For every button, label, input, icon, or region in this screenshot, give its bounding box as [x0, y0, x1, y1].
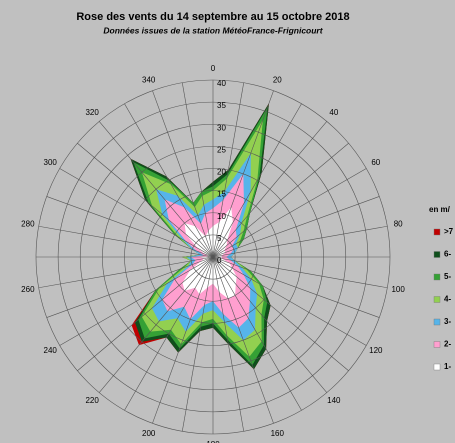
legend-label: 4- — [444, 295, 451, 304]
r-tick-label: 20 — [217, 168, 226, 177]
spoke — [124, 256, 214, 411]
angle-label: 320 — [85, 108, 99, 117]
angle-label: 140 — [327, 396, 341, 405]
angle-label: 160 — [271, 429, 285, 438]
spoke — [38, 225, 214, 258]
angle-label: 120 — [369, 346, 383, 355]
spoke — [152, 90, 214, 258]
legend-swatch — [433, 363, 441, 371]
spoke — [46, 196, 214, 258]
spoke — [59, 168, 214, 258]
spoke — [98, 121, 214, 258]
spoke — [212, 256, 367, 346]
angle-label: 200 — [142, 429, 156, 438]
spoke — [152, 256, 214, 424]
spoke — [212, 256, 380, 318]
r-tick-label: 5 — [217, 234, 222, 243]
spoke — [212, 256, 302, 411]
spoke — [212, 82, 245, 258]
legend-swatch — [433, 296, 441, 303]
spoke — [59, 256, 214, 346]
angle-label: 220 — [85, 396, 99, 405]
legend-label: 6- — [444, 250, 451, 259]
spoke — [212, 90, 274, 258]
spoke — [212, 256, 274, 424]
angle-label: 340 — [142, 75, 156, 84]
angle-label: 80 — [394, 219, 403, 228]
angle-label: 180 — [206, 440, 220, 443]
legend-title: en m/ — [429, 205, 451, 214]
legend-label: 2- — [444, 340, 451, 349]
spoke — [212, 256, 328, 393]
angle-label: 300 — [44, 158, 58, 167]
spoke — [212, 121, 328, 258]
legend-label: 1- — [444, 362, 451, 371]
r-tick-label: 25 — [217, 145, 226, 154]
angle-label: 0 — [211, 64, 216, 73]
angle-label: 20 — [273, 75, 282, 84]
angle-label: 40 — [329, 108, 338, 117]
r-tick-label: 30 — [217, 123, 226, 132]
r-tick-label: 10 — [217, 212, 226, 221]
legend-swatch — [433, 318, 441, 326]
r-tick-label: 0 — [217, 256, 222, 265]
spoke — [212, 196, 380, 258]
legend-swatch — [433, 228, 441, 236]
spoke — [77, 142, 214, 258]
legend-swatch — [433, 341, 441, 348]
angle-label: 260 — [21, 285, 35, 294]
spoke — [212, 256, 388, 289]
legend-swatch — [433, 273, 441, 281]
spoke — [46, 256, 214, 318]
r-tick-label: 40 — [217, 79, 226, 88]
r-tick-label: 35 — [217, 101, 226, 110]
spoke — [181, 256, 214, 432]
r-tick-label: 15 — [217, 190, 226, 199]
angle-label: 100 — [391, 285, 405, 294]
spoke — [212, 256, 245, 432]
spoke — [181, 82, 214, 258]
spoke — [98, 256, 214, 393]
legend-label: 3- — [444, 317, 451, 326]
legend-label: 5- — [444, 272, 451, 281]
angle-label: 280 — [21, 219, 35, 228]
spoke — [212, 103, 302, 258]
spoke — [124, 103, 214, 258]
spoke — [212, 168, 367, 258]
legend-swatch — [433, 251, 441, 258]
spoke — [212, 142, 349, 258]
spoke — [212, 256, 349, 372]
angle-label: 60 — [371, 158, 380, 167]
legend-label: >7 — [444, 227, 454, 236]
chart-title: Rose des vents du 14 septembre au 15 oct… — [76, 11, 349, 23]
spoke — [38, 256, 214, 289]
spoke — [77, 256, 214, 372]
chart-subtitle: Données issues de la station MétéoFrance… — [103, 25, 323, 35]
angle-label: 240 — [44, 346, 58, 355]
spoke — [212, 225, 388, 258]
